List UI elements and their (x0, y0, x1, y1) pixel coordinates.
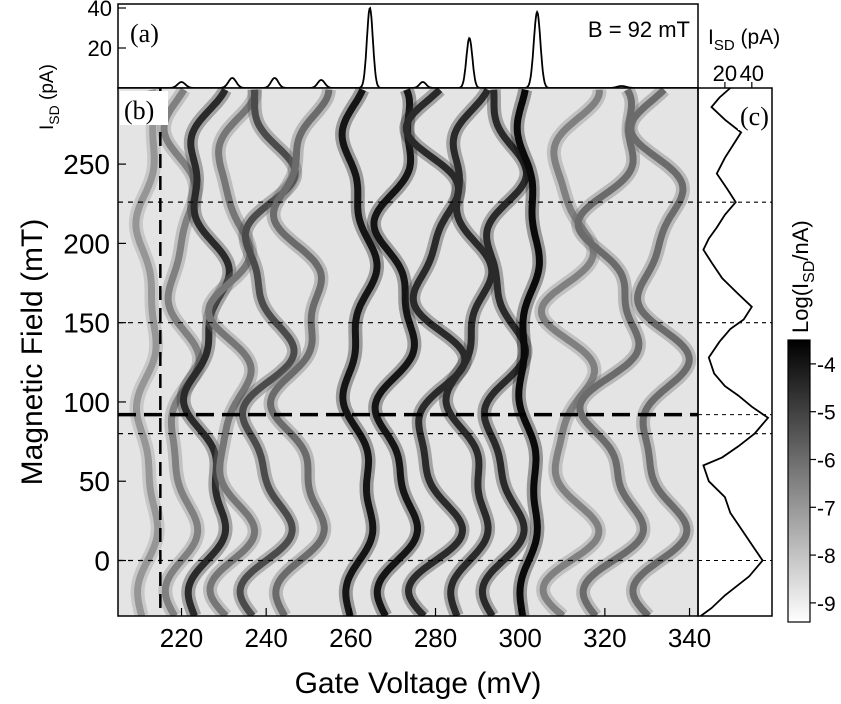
colorbar-label: Log(ISD/nA) (788, 220, 818, 333)
panel-c-point-34 (724, 157, 726, 159)
panel-c-point-31 (735, 201, 737, 203)
panel-c-point-1 (710, 607, 713, 609)
panel-c-point-19 (708, 356, 710, 359)
panel-c-point-8 (724, 496, 726, 498)
heatmap-ridge-11 (513, 88, 543, 616)
x-tick-label: 300 (498, 623, 541, 653)
panel-c-point-40 (729, 87, 731, 89)
heatmap-ridge-5 (266, 89, 333, 616)
colorbar-tick-label: -8 (817, 545, 836, 568)
y-tick-label: 250 (63, 149, 110, 180)
panel-c-point-5 (751, 544, 753, 546)
x-tick-label: 320 (583, 623, 626, 653)
x-tick-label: 220 (160, 623, 203, 653)
panel-a-y-axis-label: ISD (pA) (37, 64, 62, 130)
x-tick-label: 240 (244, 623, 287, 653)
panel-c-x-axis-label: ISD (pA) (708, 26, 780, 54)
colorbar-tick-label: -4 (817, 354, 836, 377)
heatmap-ridge-9 (442, 88, 496, 616)
heatmap-ridge-3 (205, 89, 259, 616)
panel-c-point-18 (713, 372, 715, 375)
colorbar: Log(ISD/nA) -4 -5 -6 -7 -8 -9 (787, 220, 836, 623)
heatmap-ridge-1 (160, 88, 203, 616)
panel-c-x-tick-label: 20 (713, 61, 737, 86)
panel-c-point-0 (700, 615, 702, 617)
colorbar-tick-label: -5 (817, 402, 836, 425)
panel-c-point-21 (729, 328, 731, 330)
panel-b-label-box (120, 91, 168, 125)
y-tick-label: 0 (94, 546, 110, 577)
panel-c-point-4 (761, 559, 764, 562)
heatmap-ridge-12 (537, 89, 603, 616)
panel-c-point-20 (718, 341, 721, 343)
panel-c-point-27 (702, 249, 704, 251)
panel-c-plot: (c) ISD (pA) 20 40 (697, 26, 780, 617)
panel-a-y-tick-label: 40 (88, 0, 112, 21)
x-tick-label: 280 (414, 623, 457, 653)
panel-b-label: (b) (124, 96, 154, 125)
panel-c-point-29 (716, 226, 718, 229)
heatmap-ridge-13 (574, 88, 647, 616)
panel-c-point-32 (727, 188, 729, 191)
heatmap-ridge-0 (132, 88, 162, 616)
panel-c-point-10 (702, 464, 704, 466)
heatmap-ridge-14 (627, 88, 693, 616)
heatmap-ridge-8 (402, 88, 469, 616)
panel-c-point-17 (724, 385, 726, 387)
panel-c-point-37 (724, 119, 726, 121)
panel-c-point-30 (724, 214, 726, 216)
colorbar-gradient (787, 339, 811, 623)
panel-c-point-22 (743, 318, 745, 321)
panel-c-current-trace (700, 87, 770, 617)
panel-c-point-14 (767, 417, 769, 419)
panel-c-point-36 (740, 131, 742, 133)
panel-b-heatmap: (b) 220 240 260 280 300 320 340 0 50 100 150 200 25… (16, 87, 711, 700)
panel-c-point-15 (751, 406, 753, 408)
panel-c-point-33 (716, 173, 718, 175)
panel-c-point-7 (729, 512, 731, 514)
panel-c-label: (c) (740, 102, 769, 131)
y-tick-label: 50 (79, 466, 110, 497)
panel-a-label: (a) (130, 19, 159, 48)
y-tick-label: 150 (63, 308, 110, 339)
panel-a-y-tick-label: 20 (88, 36, 112, 61)
x-tick-label: 340 (668, 623, 711, 653)
y-axis-label: Magnetic Field (mT) (16, 219, 49, 486)
panel-c-dashed-lines (698, 201, 772, 562)
heatmap-ridge-7 (370, 88, 421, 616)
panel-c-point-12 (737, 445, 739, 447)
heatmap-ridge-6 (338, 88, 381, 616)
panel-c-point-35 (732, 144, 734, 146)
panel-c-point-11 (721, 456, 723, 459)
panel-c-point-6 (740, 528, 742, 530)
field-annotation: B = 92 mT (588, 17, 690, 42)
panel-c-point-26 (710, 261, 713, 264)
colorbar-tick-label: -7 (817, 497, 836, 520)
panel-c-point-9 (708, 480, 710, 482)
panel-c-frame (697, 87, 773, 617)
panel-c-point-3 (748, 575, 750, 577)
panel-c-x-tick-label: 40 (740, 61, 764, 86)
y-tick-label: 200 (63, 228, 110, 259)
y-tick-label: 100 (63, 387, 110, 418)
panel-c-point-24 (737, 293, 739, 295)
panel-c-point-16 (737, 395, 739, 397)
panel-c-point-25 (721, 277, 723, 279)
panel-c-point-23 (751, 306, 753, 308)
panel-c-label-box (738, 96, 770, 130)
x-tick-label: 260 (329, 623, 372, 653)
colorbar-tick-label: -9 (817, 593, 836, 616)
colorbar-tick-label: -6 (817, 449, 836, 472)
panel-c-point-2 (724, 594, 726, 596)
panel-c-point-28 (708, 238, 710, 240)
panel-c-point-38 (710, 106, 713, 108)
panel-c-point-13 (753, 433, 756, 435)
heatmap-ridge-2 (179, 88, 233, 616)
panel-c-point-39 (718, 96, 721, 99)
x-axis-label: Gate Voltage (mV) (295, 667, 542, 700)
